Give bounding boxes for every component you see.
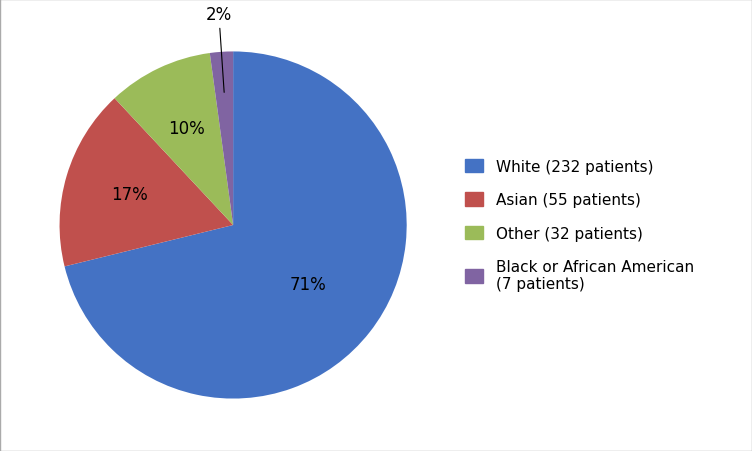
Text: 10%: 10% bbox=[168, 120, 205, 138]
Text: 71%: 71% bbox=[290, 275, 326, 293]
Wedge shape bbox=[114, 54, 233, 226]
Wedge shape bbox=[210, 52, 233, 226]
Text: 2%: 2% bbox=[206, 6, 232, 93]
Wedge shape bbox=[65, 52, 407, 399]
Legend: White (232 patients), Asian (55 patients), Other (32 patients), Black or African: White (232 patients), Asian (55 patients… bbox=[459, 153, 700, 298]
Wedge shape bbox=[59, 99, 233, 267]
Text: 17%: 17% bbox=[111, 186, 148, 204]
